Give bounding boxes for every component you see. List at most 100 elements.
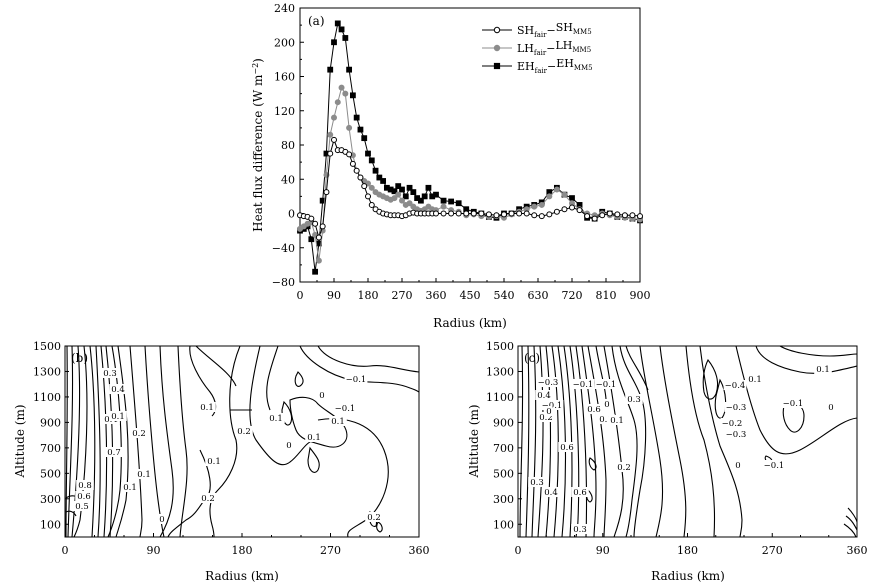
contour-label-bg <box>365 512 383 522</box>
panel-b-x-axis-label: Radius (km) <box>205 569 279 583</box>
contour-label-bg <box>528 477 546 487</box>
x-tick-label: 630 <box>528 289 549 302</box>
data-point <box>606 210 613 217</box>
contour-line <box>588 457 597 471</box>
contour-label: 0.6 <box>560 443 574 453</box>
contour-label: 0.2 <box>617 463 631 473</box>
contour-line <box>702 358 719 400</box>
contour-label-bg <box>734 460 742 470</box>
contour-label-bg <box>109 384 127 394</box>
contour-line <box>563 346 573 537</box>
x-tick-label: 720 <box>562 289 583 302</box>
data-point <box>410 189 417 195</box>
contour-label-bg <box>571 379 595 389</box>
contour-line <box>249 346 317 466</box>
y-tick-label: 900 <box>40 416 61 429</box>
contour-label-bg <box>827 402 835 412</box>
legend-label-part: SH <box>556 21 573 34</box>
contour-line <box>299 346 419 393</box>
data-point <box>637 213 643 220</box>
series-eh-difference <box>297 20 643 275</box>
contour-label: 0.8 <box>78 481 92 491</box>
x-tick-label: 0 <box>62 544 69 557</box>
contour-label: 0.1 <box>200 403 214 413</box>
data-point <box>315 234 322 241</box>
panel-a-label: (a) <box>308 14 325 28</box>
data-point <box>448 210 455 217</box>
data-point <box>357 126 364 133</box>
data-point <box>553 208 560 215</box>
legend-marker <box>493 44 501 52</box>
contour-label: 0.2 <box>132 429 146 439</box>
contour-line <box>779 346 857 357</box>
contour-label: 0 <box>286 441 291 451</box>
data-point <box>399 197 405 204</box>
contour-line <box>595 346 607 401</box>
panel-a-series <box>297 20 643 275</box>
contour-label-bg <box>615 462 633 472</box>
data-point <box>614 211 621 218</box>
legend-label-part: MM5 <box>574 64 593 72</box>
contour-line <box>65 346 68 537</box>
contour-label: −0.3 <box>726 430 747 440</box>
x-tick-label: 180 <box>232 544 253 557</box>
contour-line <box>685 346 716 537</box>
contour-line <box>159 346 174 537</box>
legend-label-part: EH <box>517 60 535 73</box>
contour-line <box>177 346 188 537</box>
data-point <box>433 191 439 198</box>
y-tick-label: 700 <box>40 442 61 455</box>
contour-label: 0 <box>735 461 740 471</box>
legend-label-part: fair <box>535 67 548 75</box>
x-tick-label: 360 <box>426 289 447 302</box>
contour-label-bg <box>571 487 589 497</box>
data-point <box>334 20 341 27</box>
contour-label: 0.1 <box>816 365 830 375</box>
y-tick-label: 1100 <box>486 391 514 404</box>
contour-label-bg <box>723 380 747 390</box>
contour-line <box>843 523 857 537</box>
data-point <box>470 210 477 217</box>
contour-line <box>847 507 857 523</box>
data-point <box>308 236 315 243</box>
legend-entry: LHfair−LHMM5 <box>482 39 591 57</box>
data-point <box>440 203 447 210</box>
x-tick-label: 900 <box>630 289 651 302</box>
contour-line <box>67 346 74 537</box>
contour-label-bg <box>76 480 94 490</box>
contour-label: 0.1 <box>307 433 321 443</box>
contour-label: −0.1 <box>573 380 594 390</box>
contour-label: 0.1 <box>748 375 762 385</box>
contour-label: 0.3 <box>103 369 117 379</box>
data-point <box>569 195 575 201</box>
contour-line <box>209 346 241 537</box>
contour-line <box>639 346 664 537</box>
y-tick-label: 300 <box>40 493 61 506</box>
data-point <box>455 200 462 207</box>
contour-label-bg <box>73 501 91 511</box>
data-point <box>368 201 375 208</box>
panel-b-contour-chart: (b) 0.30.40.40.70.80.60.50.10.20.10.10.1… <box>13 340 430 583</box>
contour-label-bg <box>585 404 603 414</box>
panel-c-x-ticks: 0 90 180 270 360 <box>515 533 868 557</box>
data-point <box>334 99 341 106</box>
x-tick-label: 180 <box>358 289 379 302</box>
contour-label-bg <box>333 403 357 413</box>
contour-label-bg <box>130 428 148 438</box>
panel-b-y-ticks: 100 300 500 700 900 1100 1300 1500 <box>33 340 69 531</box>
legend-label-part: − <box>546 42 555 55</box>
data-point <box>331 39 337 46</box>
data-point <box>353 167 360 174</box>
data-point <box>417 197 424 204</box>
contour-line <box>735 346 857 455</box>
contour-label: 0.1 <box>207 457 221 467</box>
contour-label-bg <box>318 390 326 400</box>
contour-label-bg <box>542 487 560 497</box>
data-point <box>361 183 368 190</box>
legend-label-part: − <box>547 60 556 73</box>
data-point <box>346 66 353 73</box>
contour-line <box>581 346 597 537</box>
data-point <box>327 66 334 73</box>
contour-line <box>294 371 304 387</box>
data-point <box>315 257 322 264</box>
